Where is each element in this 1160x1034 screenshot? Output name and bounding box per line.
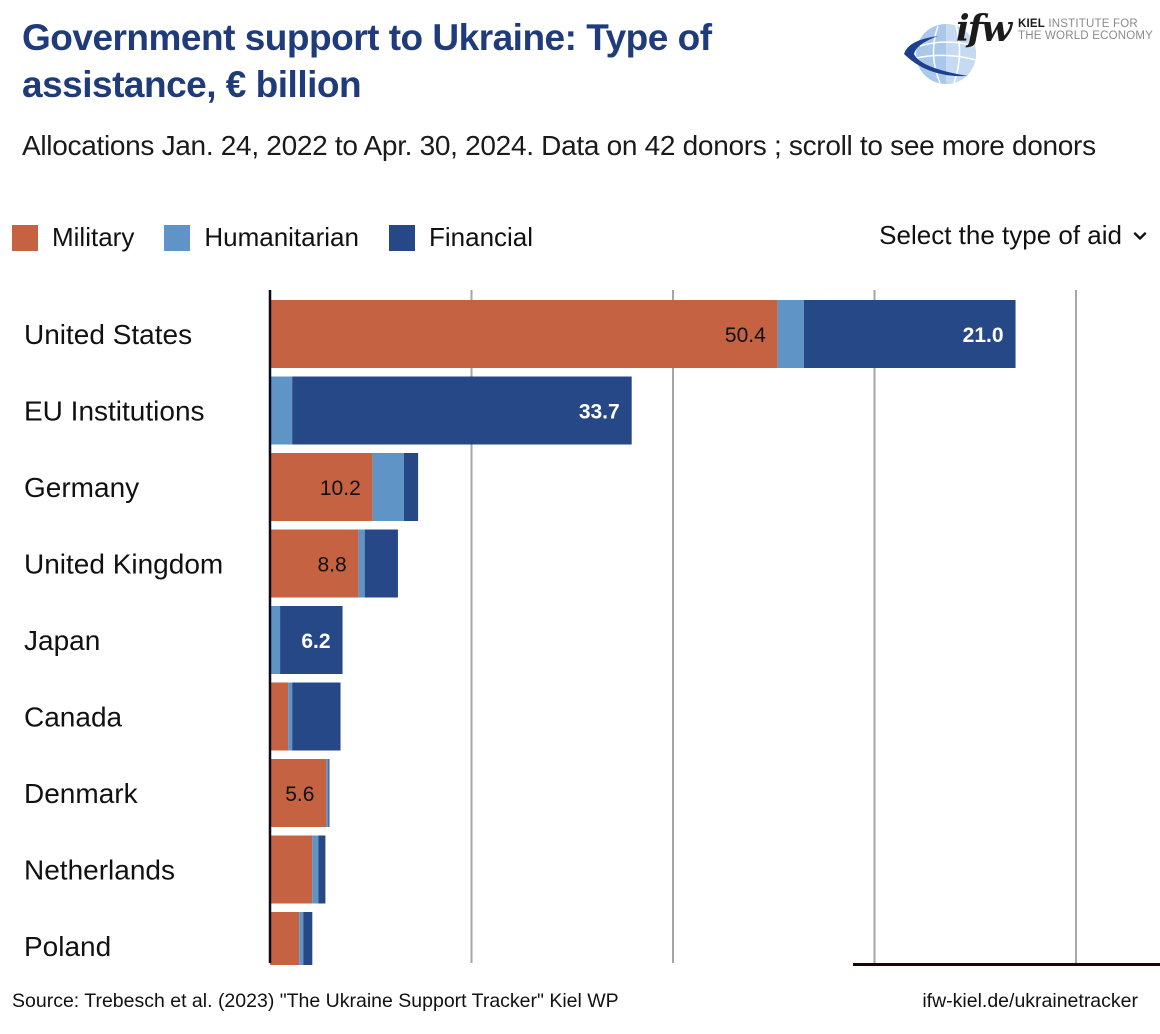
legend: Military Humanitarian Financial [12, 222, 563, 253]
logo-line1-rest: INSTITUTE FOR [1045, 18, 1138, 30]
category-label-canada: Canada [24, 702, 123, 733]
data-label-germany-military: 10.2 [320, 477, 361, 500]
data-label-japan-financial: 6.2 [301, 630, 330, 653]
logo-mark: ifw [956, 8, 1012, 50]
data-label-eu-institutions-financial: 33.7 [579, 401, 620, 424]
logo-line2: THE WORLD ECONOMY [1018, 30, 1154, 42]
bar-denmark-humanitarian[interactable] [326, 759, 329, 827]
bar-netherlands-financial[interactable] [318, 835, 326, 904]
legend-item-military[interactable]: Military [12, 222, 134, 253]
logo-institute-name: KIEL INSTITUTE FOR THE WORLD ECONOMY [1018, 18, 1153, 42]
bar-united-kingdom-humanitarian[interactable] [358, 529, 365, 598]
bar-eu-institutions-humanitarian[interactable] [270, 376, 293, 445]
bar-chart[interactable]: United States 50.4 21.0 EU Institutions 33.7… [0, 285, 1160, 965]
data-label-united-kingdom-military: 8.8 [317, 554, 346, 577]
legend-item-financial[interactable]: Financial [388, 222, 534, 253]
source-note: Source: Trebesch et al. (2023) "The Ukra… [12, 990, 619, 1012]
tracker-link[interactable]: ifw-kiel.de/ukrainetracker [922, 990, 1138, 1012]
category-label-poland: Poland [24, 931, 111, 962]
category-label-united-states: United States [24, 319, 192, 350]
bar-denmark-military[interactable] [270, 759, 327, 827]
globe-icon [904, 24, 977, 84]
legend-item-humanitarian[interactable]: Humanitarian [164, 222, 359, 253]
bar-denmark-financial[interactable] [328, 759, 330, 827]
legend-label-military: Military [52, 222, 135, 252]
bar-united-kingdom-financial[interactable] [364, 529, 398, 598]
data-label-united-states-financial: 21.0 [963, 324, 1004, 347]
legend-swatch-military [12, 224, 38, 251]
bar-canada-humanitarian[interactable] [288, 682, 293, 751]
aid-type-select-label: Select the type of aid [879, 220, 1122, 250]
bar-netherlands-military[interactable] [270, 835, 313, 904]
bar-germany-financial[interactable] [403, 453, 419, 521]
category-label-eu-institutions: EU Institutions [24, 396, 205, 427]
chevron-down-icon [1133, 231, 1147, 240]
bar-japan-humanitarian[interactable] [270, 606, 281, 674]
legend-swatch-humanitarian [164, 224, 191, 251]
category-label-netherlands: Netherlands [24, 855, 175, 886]
bar-japan-financial[interactable] [280, 606, 343, 674]
axis-baseline [853, 963, 1160, 966]
chart-title: Government support to Ukraine: Type of a… [22, 17, 712, 105]
bar-eu-institutions-financial[interactable] [292, 376, 632, 445]
bar-poland-military[interactable] [270, 912, 300, 965]
bar-canada-financial[interactable] [292, 682, 341, 751]
ifw-logo: ifw KIEL INSTITUTE FOR THE WORLD ECONOMY [898, 6, 1158, 86]
legend-label-humanitarian: Humanitarian [204, 222, 359, 252]
category-label-united-kingdom: United Kingdom [24, 549, 223, 580]
bar-canada-military[interactable] [270, 682, 289, 751]
logo-line1-bold: KIEL [1018, 18, 1045, 30]
legend-label-financial: Financial [428, 222, 534, 252]
aid-type-select[interactable]: Select the type of aid [879, 220, 1148, 251]
category-label-japan: Japan [24, 625, 100, 656]
data-label-united-states-military: 50.4 [725, 324, 766, 347]
bar-netherlands-humanitarian[interactable] [312, 835, 319, 904]
legend-swatch-financial [388, 224, 415, 251]
bar-poland-humanitarian[interactable] [299, 912, 304, 965]
bar-poland-financial[interactable] [303, 912, 313, 965]
category-label-denmark: Denmark [24, 778, 139, 809]
bar-united-states-military[interactable] [270, 300, 778, 368]
bar-germany-military[interactable] [270, 453, 373, 521]
bar-united-states-financial[interactable] [803, 300, 1016, 368]
chart-subtitle: Allocations Jan. 24, 2022 to Apr. 30, 20… [22, 130, 1096, 161]
bar-germany-humanitarian[interactable] [372, 453, 404, 521]
category-label-germany: Germany [24, 472, 139, 503]
bar-united-states-humanitarian[interactable] [777, 300, 804, 368]
data-label-denmark-military: 5.6 [285, 783, 314, 806]
bar-united-kingdom-military[interactable] [270, 529, 359, 598]
